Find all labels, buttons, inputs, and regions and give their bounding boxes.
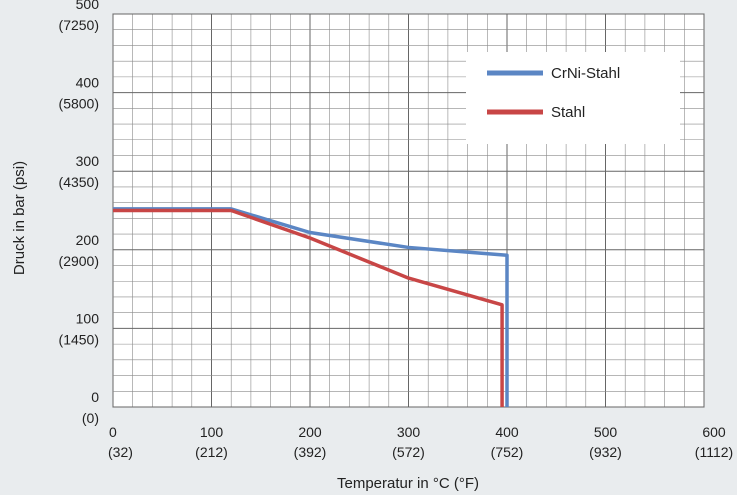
y-tick-sublabel-4: (5800) (59, 96, 99, 112)
legend-label-1: Stahl (551, 104, 585, 121)
x-tick-sublabel-2: (392) (294, 444, 327, 460)
x-tick-label-4: 400 (495, 424, 519, 440)
y-tick-label-4: 400 (76, 75, 100, 91)
y-tick-label-0: 0 (91, 389, 99, 405)
series-layer (113, 207, 509, 407)
tick-labels: 0 (0) 100 (1450) 200 (2900) 300 (4350) 400 (5800)… (59, 0, 734, 460)
y-tick-sublabel-0: (0) (82, 410, 99, 426)
y-tick-sublabel-2: (2900) (59, 253, 99, 269)
x-tick-label-1: 100 (200, 424, 224, 440)
x-tick-label-6: 600 (702, 424, 726, 440)
series-line-1 (113, 208, 504, 407)
x-tick-label-2: 200 (298, 424, 322, 440)
y-tick-label-5: 500 (76, 0, 100, 12)
y-axis-title: Druck in bar (psi) (11, 161, 28, 275)
x-tick-sublabel-4: (752) (491, 444, 524, 460)
y-tick-sublabel-3: (4350) (59, 174, 99, 190)
legend-label-0: CrNi-Stahl (551, 65, 620, 82)
y-tick-label-3: 300 (76, 153, 100, 169)
y-tick-label-2: 200 (76, 232, 100, 248)
x-tick-label-5: 500 (594, 424, 618, 440)
legend-box (466, 52, 680, 144)
x-tick-sublabel-5: (932) (589, 444, 622, 460)
y-tick-label-1: 100 (76, 310, 100, 326)
legend: CrNi-Stahl Stahl (466, 52, 680, 144)
y-tick-sublabel-5: (7250) (59, 17, 99, 33)
x-tick-sublabel-6: (1112) (695, 444, 733, 460)
x-axis-title: Temperatur in °C (°F) (337, 475, 479, 492)
x-tick-label-3: 300 (397, 424, 421, 440)
x-tick-sublabel-0: (32) (108, 444, 133, 460)
x-tick-label-0: 0 (109, 424, 117, 440)
y-tick-sublabel-1: (1450) (59, 331, 99, 347)
x-tick-sublabel-3: (572) (392, 444, 425, 460)
x-tick-sublabel-1: (212) (195, 444, 228, 460)
